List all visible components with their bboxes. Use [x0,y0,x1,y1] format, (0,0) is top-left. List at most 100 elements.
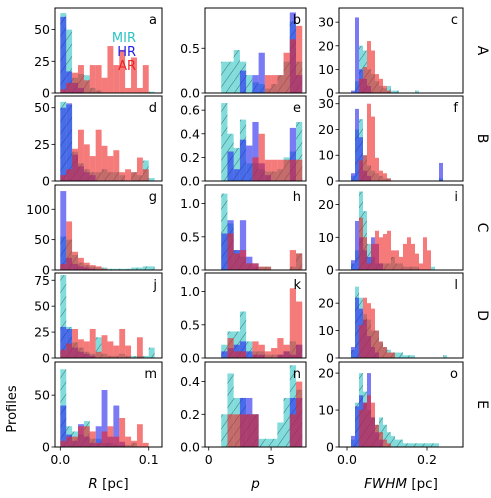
bar-ar [258,133,265,181]
bar-ar [271,159,278,181]
bar-ar [113,436,120,447]
y-tick-label: 0.0 [180,174,200,189]
bar-ar [72,436,78,447]
x-axis-label: FWHM [pc] [364,476,438,492]
bar-ar [371,402,375,447]
y-tick-label: 20 [318,296,334,311]
bar-mir-hatch [387,85,391,93]
bar-ar [367,103,371,181]
bar-ar [367,395,371,447]
bar-hr [351,260,355,270]
panel-letter: k [293,278,301,293]
bar-ar [66,221,73,270]
bar-ar [77,257,84,270]
bar-ar [359,325,363,358]
bar-ar [264,159,272,181]
bar-hr [239,220,247,270]
bar-mir-hatch [383,424,387,447]
y-tick-label: 0 [42,263,50,278]
bar-ar [387,352,391,358]
bar-mir-hatch [399,352,403,358]
panel-f: 0 10 20 30 f [318,95,464,189]
bar-ar [107,156,114,181]
bar-hr [355,297,359,358]
bar-ar [383,439,387,447]
bar-ar [72,328,78,358]
bar-ar [271,348,278,358]
bar-ar [289,250,297,270]
legend-label-mir: MIR [112,31,136,46]
panel-letter: a [149,13,157,28]
bar-mir-hatch [283,397,290,447]
bar-ar [289,288,297,358]
bar-ar [359,217,363,270]
bar-ar [83,426,90,447]
bar-ar [89,431,96,447]
bar-mir-hatch [419,443,423,447]
bar-ar [296,25,303,93]
bar-mir-hatch [411,355,415,358]
x-tick-label: 0 [205,452,213,467]
panel-h-frame [204,184,307,271]
bar-mir-hatch [142,355,149,358]
bar-ar [371,243,375,270]
bar-hr [95,426,102,447]
bar-ar [66,436,73,447]
bar-mir-hatch [125,268,132,270]
bar-ar [119,328,126,358]
bar-mir-hatch [227,373,234,447]
bar-ar [101,268,108,270]
bar-ar [427,250,431,270]
bar-ar [83,80,90,93]
bar-hr [227,151,234,181]
panel-l: 0 10 20 l [318,272,464,366]
bar-ar [107,341,114,358]
bar-ar [119,49,126,93]
y-tick-label: 50 [34,388,50,403]
bar-hr [221,233,228,270]
bar-mir-hatch [233,147,240,181]
bar-ar [277,75,284,93]
y-tick-label: 0 [42,440,50,455]
bar-ar [296,253,303,270]
bar-hr [221,351,228,358]
y-tick-label: 0 [42,351,50,366]
panel-k-bars [221,288,303,358]
bar-mir-hatch [431,266,435,270]
panel-a: 0 25 50 a [34,7,163,101]
bar-mir-hatch [258,438,265,447]
column-axis-labels: R [pc] p FWHM [pc] [88,476,437,492]
bar-ar [101,335,108,358]
bar-ar [125,436,132,447]
y-tick-label: 50 [34,299,50,314]
y-tick-label: 50 [34,100,50,115]
y-tick-label: 0 [326,351,334,366]
bar-ar [371,50,375,93]
bar-ar [239,351,247,358]
bar-ar [289,414,297,447]
bar-ar [395,250,399,270]
bar-ar [95,266,102,270]
bar-ar [60,263,67,270]
y-tick-label: 0.2 [180,407,200,422]
panel-j-frame [54,272,163,359]
bar-ar [77,65,84,93]
panel-j: 0 25 50 75 j [34,272,163,366]
x-axis-label: R [pc] [88,476,128,492]
panel-letter: g [149,190,157,205]
bar-hr [355,406,359,447]
x-tick-label: 0.0 [50,452,70,467]
y-axis-label: Profiles [5,385,20,432]
bar-mir-hatch [246,341,253,358]
bar-ar [72,251,78,270]
bar-ar [375,157,379,181]
panel-d-bars [60,101,155,181]
bar-mir-hatch [415,90,419,93]
panel-g-bars [60,191,155,270]
bar-ar [119,417,126,447]
bar-mir-hatch [435,443,439,447]
bar-ar [246,414,253,447]
bar-ar [83,144,90,181]
